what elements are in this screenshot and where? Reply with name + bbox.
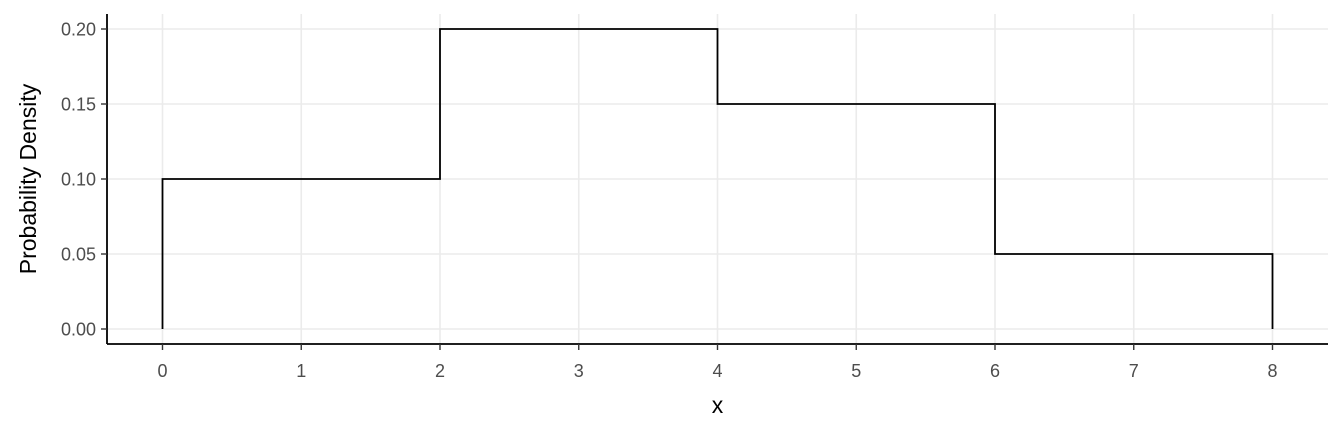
y-tick-label-4: 0.20 <box>61 20 96 40</box>
x-tick-label-1: 1 <box>296 361 306 381</box>
x-tick-label-5: 5 <box>851 361 861 381</box>
x-tick-label-8: 8 <box>1267 361 1277 381</box>
x-tick-label-0: 0 <box>157 361 167 381</box>
y-tick-label-0: 0.00 <box>61 320 96 340</box>
x-tick-label-3: 3 <box>574 361 584 381</box>
x-tick-label-7: 7 <box>1129 361 1139 381</box>
series-line-0 <box>161 28 1274 329</box>
tick-labels: 0 1 2 3 4 5 6 7 8 0.00 0.05 0.10 0.15 0.20 <box>61 20 1278 382</box>
axes <box>101 14 1328 350</box>
y-axis-title: Probability Density <box>15 83 41 274</box>
y-tick-label-3: 0.15 <box>61 95 96 115</box>
y-tick-label-2: 0.10 <box>61 170 96 190</box>
x-tick-label-4: 4 <box>712 361 722 381</box>
x-tick-label-2: 2 <box>435 361 445 381</box>
y-tick-label-1: 0.05 <box>61 245 96 265</box>
series-layer <box>161 28 1274 329</box>
x-axis-title: x <box>712 392 724 418</box>
x-tick-label-6: 6 <box>990 361 1000 381</box>
